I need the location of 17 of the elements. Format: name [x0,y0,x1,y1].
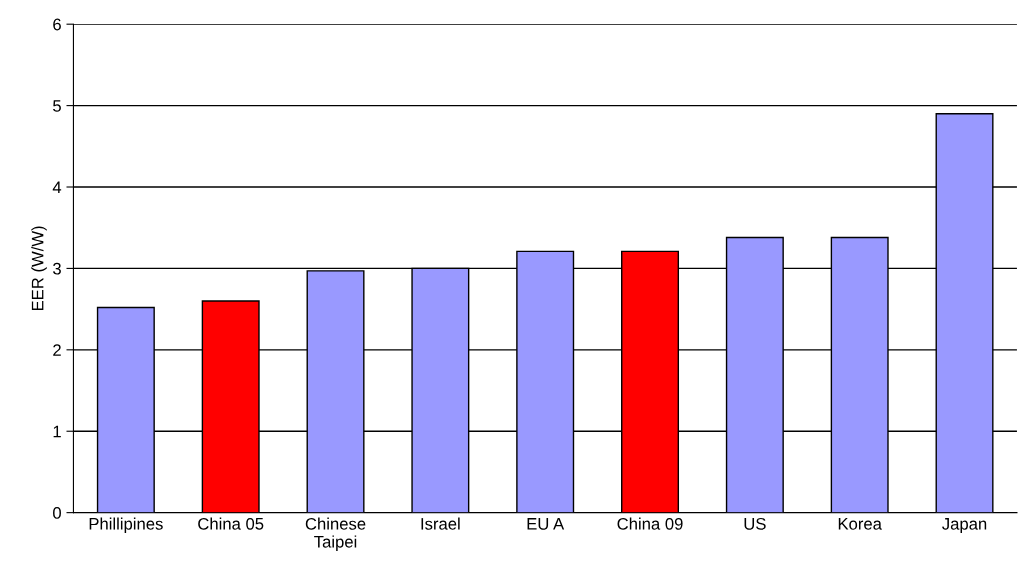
x-tick-label: Israel [421,517,460,530]
x-tick-label: Phillipines [89,517,163,534]
y-tick-label: 6 [53,18,61,31]
y-tick-label: 5 [53,100,61,112]
x-tick-label: Korea [838,518,882,530]
x-tick-label: US [744,517,766,530]
y-axis-title: EER (W/W) [31,226,47,311]
x-tick-label: EU A [527,518,565,530]
y-tick-label: 1 [53,425,61,438]
x-tick-label: Chinese Taipei [305,517,366,551]
y-tick-label: 2 [53,344,61,356]
y-tick-label: 4 [52,181,62,194]
x-tick-label: China 09 [617,517,683,530]
y-tick-label: 3 [53,262,61,275]
y-tick-label: 0 [53,507,61,519]
x-tick-label: Japan [942,518,987,534]
x-tick-label: China 05 [198,517,264,530]
